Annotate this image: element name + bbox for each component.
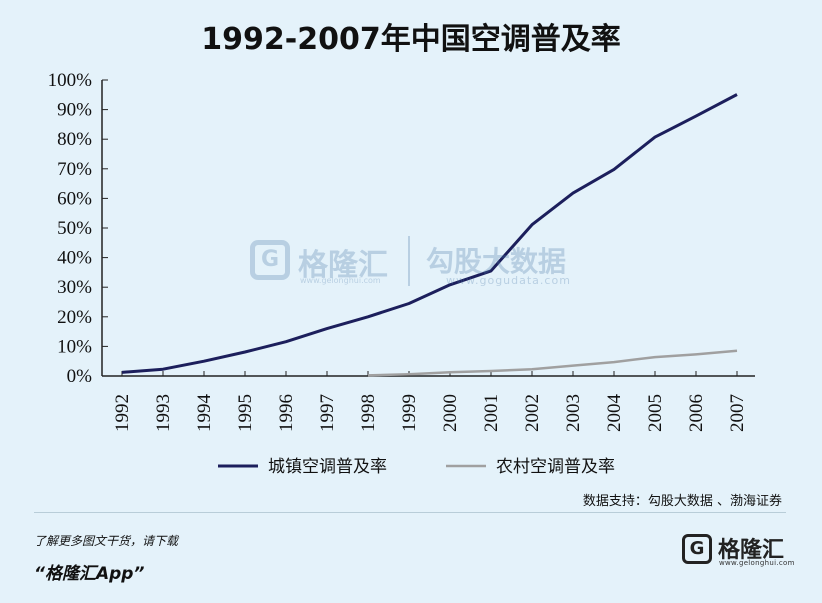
data-source: 数据支持：勾股大数据 、渤海证券 xyxy=(582,494,782,509)
brand-name: 格隆汇 xyxy=(718,538,785,563)
brand-url: www.gelonghui.com xyxy=(719,559,795,567)
y-tick-label: 90% xyxy=(57,100,92,121)
series-line xyxy=(121,93,738,374)
chart-title: 1992-2007年中国空调普及率 xyxy=(201,22,621,57)
x-tick-label: 2002 xyxy=(522,394,543,432)
x-tick-label: 1998 xyxy=(358,394,379,432)
y-tick-label: 50% xyxy=(57,218,92,239)
promo-line1: 了解更多图文干货，请下载 xyxy=(34,534,179,548)
x-tick-label: 1999 xyxy=(399,394,420,432)
x-tick-label: 2005 xyxy=(645,394,666,432)
x-tick-label: 2003 xyxy=(563,394,584,432)
x-tick-label: 2000 xyxy=(440,394,461,432)
chart-axes: 0% 10% 20% 30% 40% 50% 60% 70% 80% 90% 100% 1992 199… xyxy=(48,70,755,432)
x-tick-label: 1995 xyxy=(235,394,256,432)
y-tick-label: 20% xyxy=(57,307,92,328)
x-tick-label: 1993 xyxy=(153,394,174,432)
chart-series xyxy=(121,93,738,377)
y-tick-label: 10% xyxy=(57,336,92,357)
brand-logo[interactable]: G 格隆汇 www.gelonghui.com xyxy=(682,530,795,570)
x-tick-label: 1997 xyxy=(317,394,338,432)
y-tick-label: 30% xyxy=(57,277,92,298)
y-tick-label: 100% xyxy=(48,70,93,91)
y-tick-label: 60% xyxy=(57,188,92,209)
legend-label: 城镇空调普及率 xyxy=(268,457,387,477)
watermark-brand1: 格隆汇 xyxy=(298,248,388,283)
y-tick-label: 0% xyxy=(67,366,93,387)
x-tick-label: 1994 xyxy=(194,394,215,433)
watermark-separator xyxy=(408,236,410,286)
watermark-url1: www.gelonghui.com xyxy=(300,276,381,285)
x-tick-label: 2001 xyxy=(481,394,502,432)
promo-line2: “格隆汇App” xyxy=(34,564,145,584)
x-tick-label: 2007 xyxy=(727,394,748,432)
x-tick-label: 1996 xyxy=(276,394,297,432)
watermark-logo-icon: G xyxy=(250,240,290,280)
y-tick-label: 80% xyxy=(57,129,92,150)
watermark-brand2: 勾股大数据 xyxy=(426,245,567,278)
y-tick-label: 70% xyxy=(57,159,92,180)
brand-logo-icon: G xyxy=(682,534,712,564)
watermark-url2: www.gogudata.com xyxy=(446,274,571,287)
divider xyxy=(34,512,786,513)
x-tick-label: 1992 xyxy=(112,394,133,432)
x-tick-label: 2006 xyxy=(686,394,707,432)
chart-legend: 城镇空调普及率 农村空调普及率 xyxy=(218,457,615,477)
x-tick-label: 2004 xyxy=(604,394,625,433)
y-tick-label: 40% xyxy=(57,248,92,269)
watermark: G 格隆汇 www.gelonghui.com 勾股大数据 www.goguda… xyxy=(250,232,580,292)
series-line xyxy=(367,349,738,377)
legend-label: 农村空调普及率 xyxy=(496,457,615,477)
